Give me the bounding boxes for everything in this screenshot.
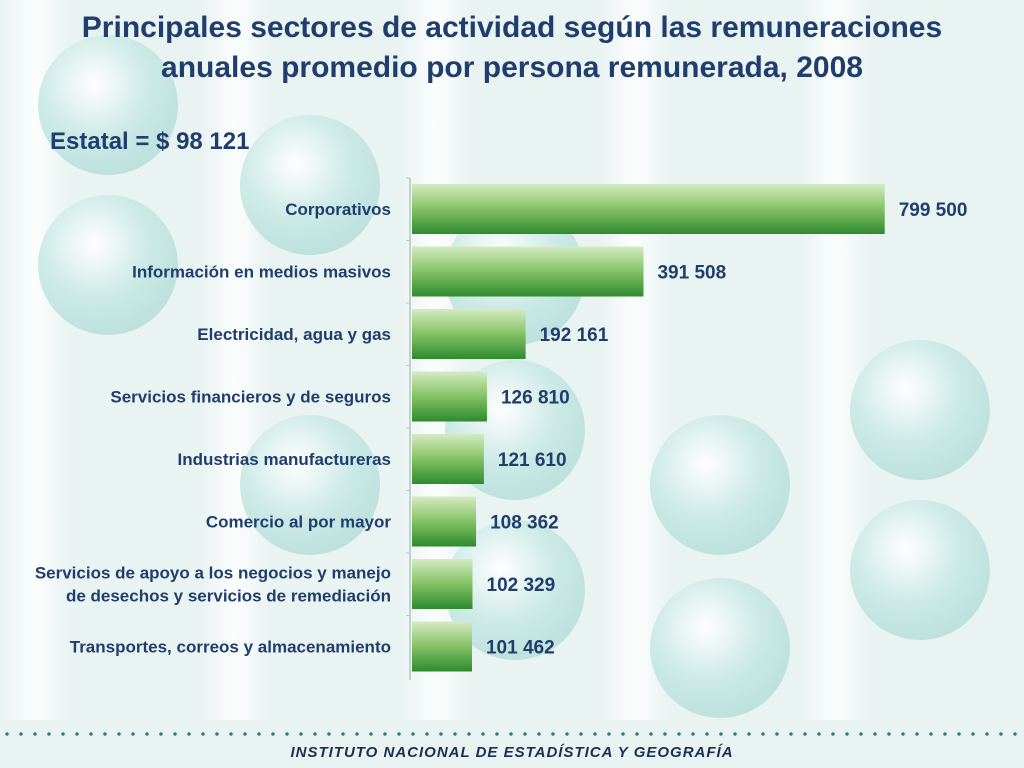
bar: [412, 246, 644, 297]
background-stripe: [200, 0, 270, 720]
bar: [412, 184, 885, 234]
background-bubble: [38, 195, 178, 335]
bar: [412, 559, 473, 609]
estatal-average-label: Estatal = $ 98 121: [50, 128, 250, 155]
data-label: 192 161: [540, 325, 609, 346]
category-label: Servicios financieros y de seguros: [110, 388, 391, 407]
category-label: Corporativos: [285, 200, 391, 219]
background-stripe: [600, 0, 670, 720]
category-label: Electricidad, agua y gas: [197, 325, 391, 344]
data-label: 121 610: [498, 450, 567, 471]
category-label: Industrias manufactureras: [177, 450, 391, 469]
background-bubble: [38, 35, 178, 175]
data-label: 126 810: [501, 388, 570, 409]
title-line-2: anuales promedio por persona remunerada,…: [161, 51, 863, 84]
data-label: 102 329: [487, 575, 556, 596]
page-title: Principales sectores de actividad según …: [40, 8, 984, 88]
category-label: Información en medios masivos: [132, 263, 391, 282]
bar: [412, 621, 472, 672]
category-label: Comercio al por mayor: [206, 513, 392, 532]
bar: [412, 496, 477, 547]
bar: [412, 309, 526, 359]
background-bubble: [240, 115, 380, 255]
category-label: de desechos y servicios de remediación: [66, 587, 391, 606]
background-bubble: [240, 415, 380, 555]
background-bubble: [850, 340, 990, 480]
title-line-1: Principales sectores de actividad según …: [81, 11, 943, 44]
footer-institution-name: INSTITUTO NACIONAL DE ESTADÍSTICA Y GEOG…: [290, 744, 734, 761]
category-label: Transportes, correos y almacenamiento: [70, 638, 391, 657]
category-label: Servicios de apoyo a los negocios y mane…: [35, 564, 391, 583]
background-bubble: [850, 500, 990, 640]
bar: [412, 371, 487, 422]
data-label: 799 500: [899, 200, 968, 221]
data-label: 101 462: [486, 638, 555, 659]
bar-chart: 799 500 Corporativos 391 508 Información en…: [35, 177, 968, 680]
data-label: 108 362: [490, 513, 559, 534]
data-label: 391 508: [657, 263, 726, 284]
background-bubble: [650, 578, 790, 718]
background-bubble: [650, 415, 790, 555]
bar: [412, 434, 484, 484]
footer-dotted-divider: [0, 730, 1024, 738]
